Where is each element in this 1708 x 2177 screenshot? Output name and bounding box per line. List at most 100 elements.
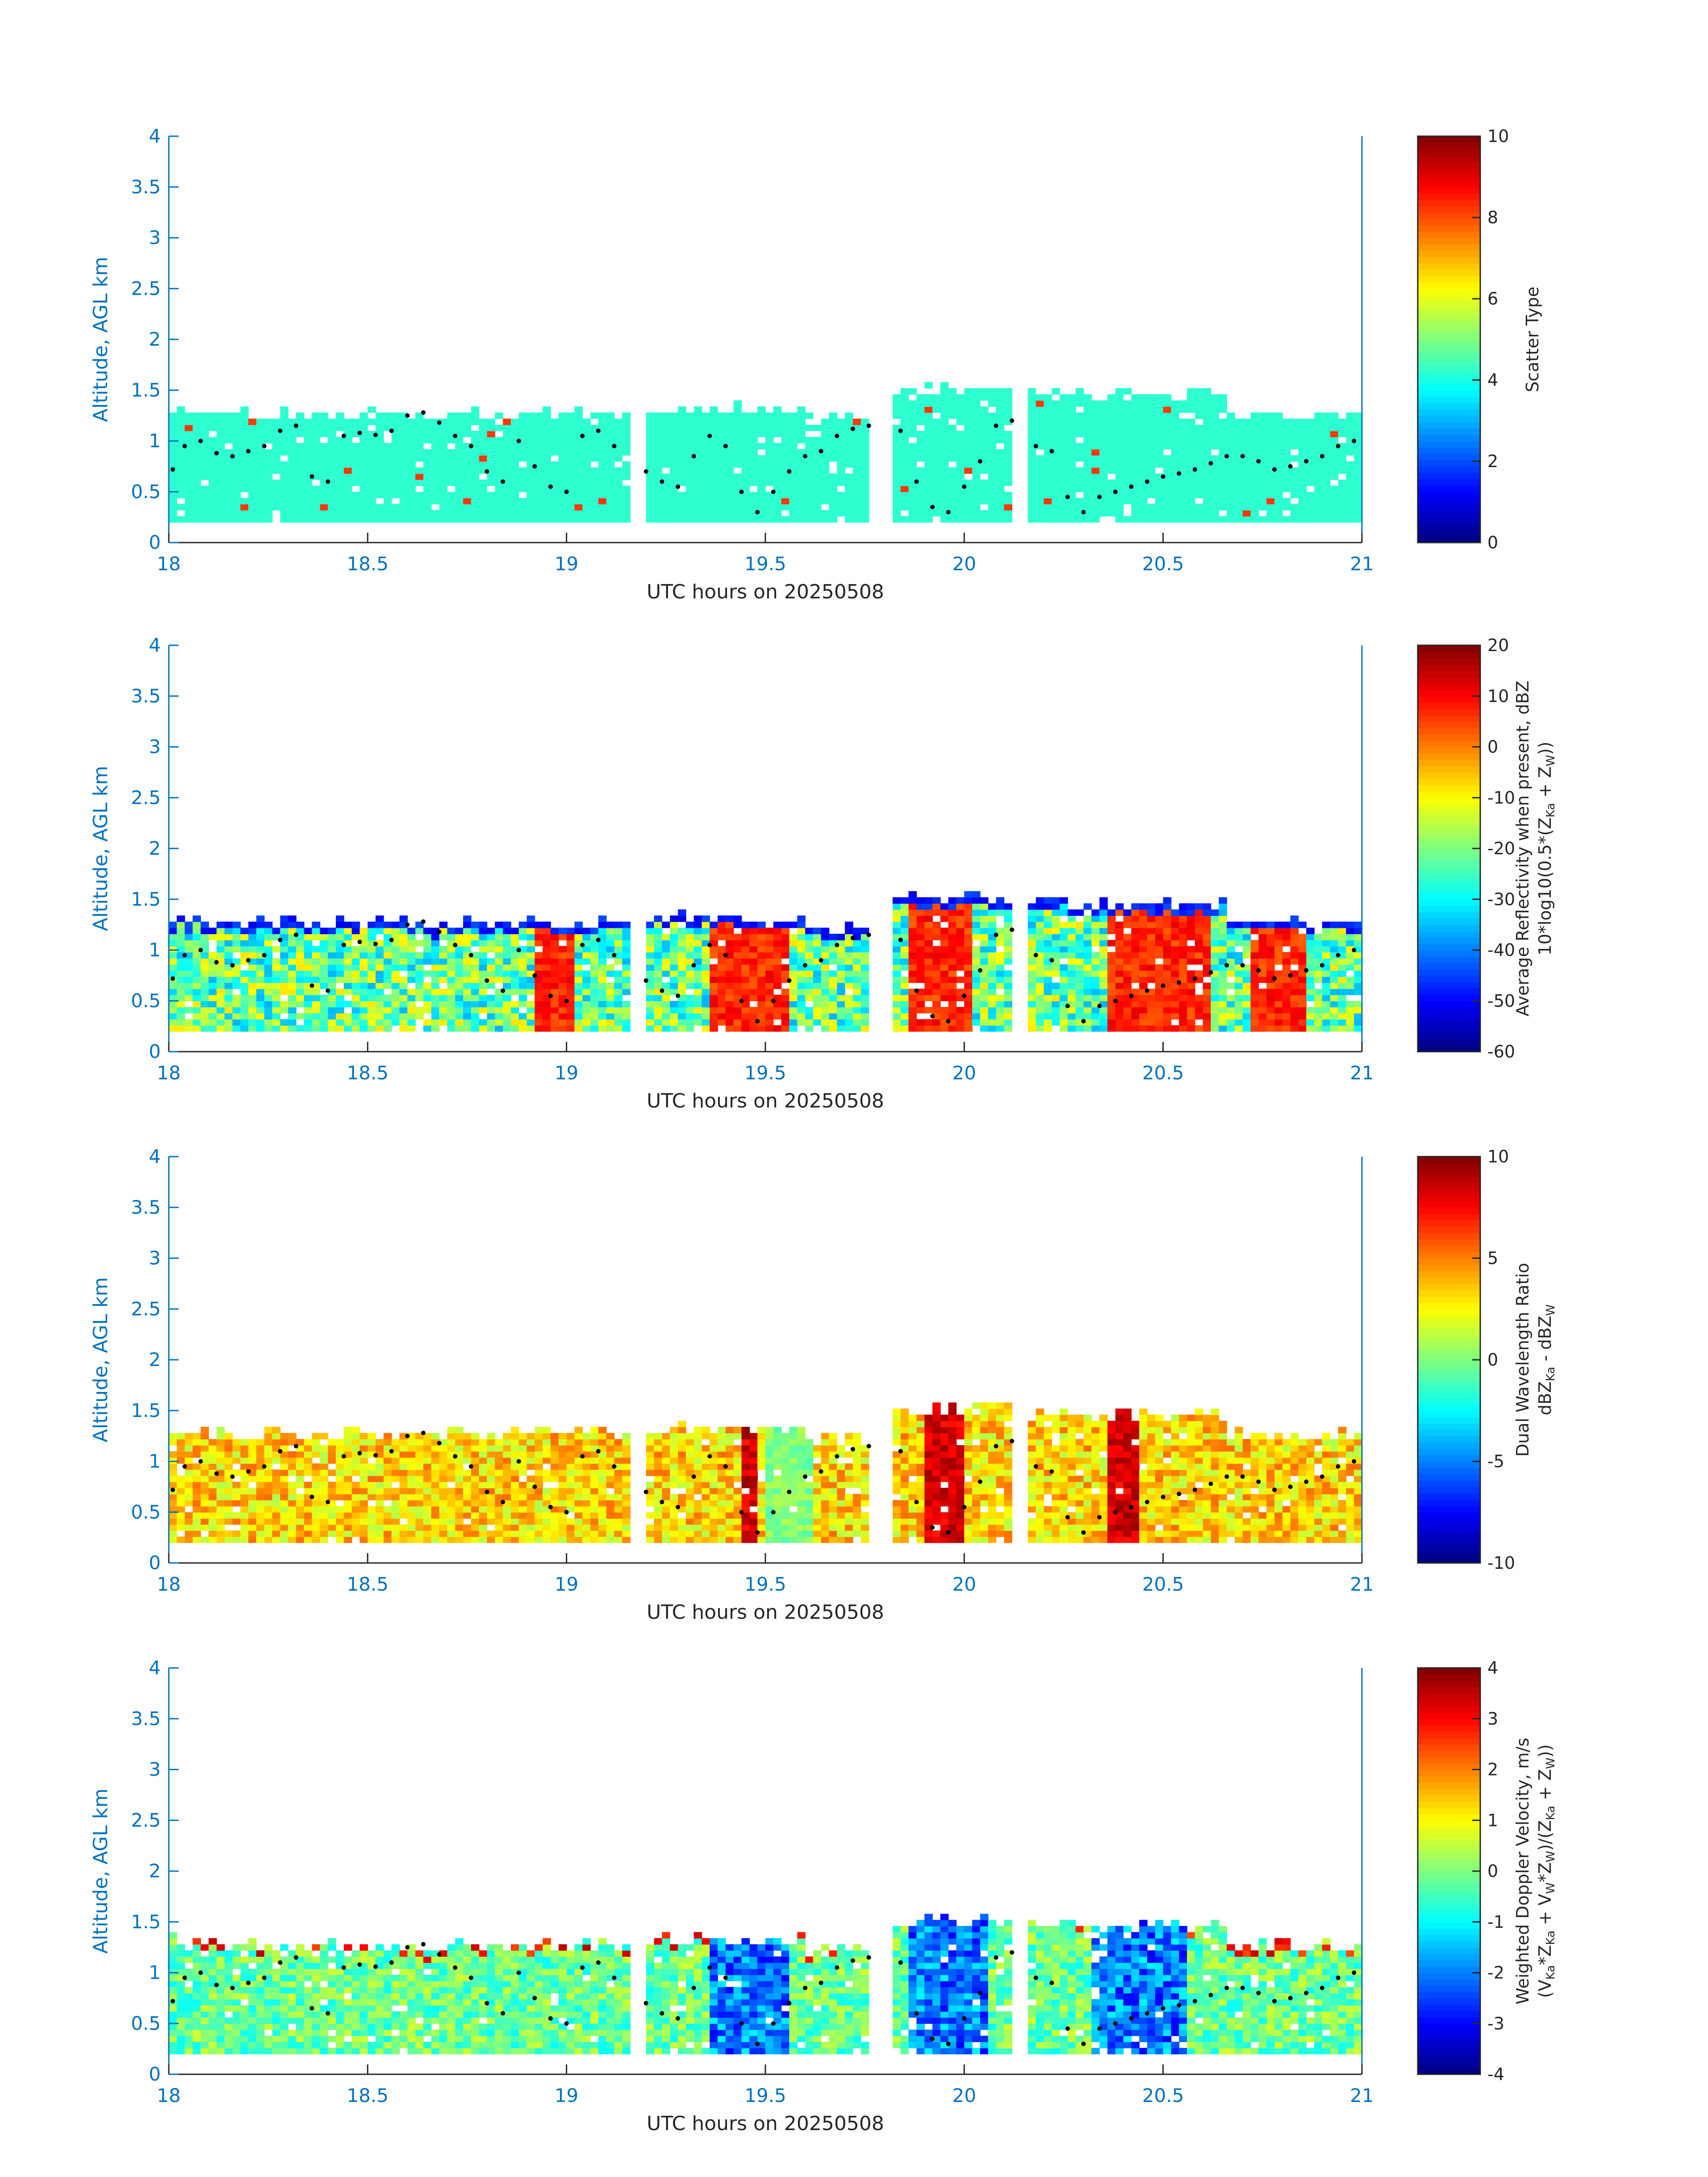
heatmap-cell [646, 964, 655, 971]
heatmap-cell [765, 964, 774, 971]
heatmap-cell [940, 970, 949, 977]
heatmap-cell [1171, 437, 1180, 443]
heatmap-cell [447, 449, 456, 456]
heatmap-cell [852, 1001, 861, 1007]
heatmap-cell [996, 1025, 1005, 1032]
heatmap-cell [407, 970, 416, 977]
heatmap-cell [518, 994, 527, 1002]
heatmap-cell [1139, 982, 1148, 989]
heatmap-cell [1027, 449, 1036, 456]
heatmap-cell [240, 934, 249, 940]
heatmap-cell [598, 430, 607, 438]
heatmap-cell [765, 430, 774, 438]
heatmap-cell [1115, 497, 1124, 505]
heatmap-cell [574, 994, 583, 1002]
heatmap-cell [622, 1013, 631, 1020]
heatmap-cell [1139, 449, 1148, 456]
heatmap-cell [304, 418, 313, 425]
heatmap-cell [940, 485, 949, 493]
heatmap-cell [765, 940, 774, 947]
heatmap-cell [893, 964, 901, 971]
heatmap-cell [1036, 976, 1044, 983]
heatmap-cell [280, 952, 288, 959]
heatmap-cell [606, 455, 615, 462]
heatmap-cell [1314, 425, 1323, 431]
heatmap-cell [526, 1013, 535, 1020]
heatmap-cell [1274, 492, 1283, 498]
heatmap-cell [1115, 461, 1124, 468]
colorbar-step [1418, 295, 1480, 302]
heatmap-cell [376, 928, 384, 934]
heatmap-cell [1235, 467, 1243, 474]
heatmap-cell [447, 1013, 456, 1020]
heatmap-cell [351, 418, 360, 425]
heatmap-cell [511, 940, 519, 947]
heatmap-cell [662, 455, 670, 462]
heatmap-cell [384, 958, 392, 965]
heatmap-cell [176, 492, 185, 498]
heatmap-cell [1274, 449, 1283, 456]
heatmap-cell [256, 425, 265, 431]
heatmap-cell [670, 467, 678, 474]
heatmap-cell [1044, 516, 1052, 523]
heatmap-cell [1115, 455, 1124, 462]
heatmap-cell [192, 940, 201, 947]
heatmap-cell [1187, 1013, 1195, 1020]
heatmap-cell [741, 928, 750, 934]
heatmap-cell [503, 970, 511, 977]
heatmap-cell [1107, 921, 1116, 928]
heatmap-cell [256, 510, 265, 517]
heatmap-cell [1314, 467, 1323, 474]
heatmap-cell [710, 492, 718, 498]
heatmap-cell [1147, 934, 1156, 940]
heatmap-cell [1027, 964, 1036, 971]
heatmap-cell [1346, 418, 1354, 425]
colorbar-step [1418, 530, 1480, 537]
heatmap-cell [391, 480, 400, 486]
heatmap-cell [852, 982, 861, 989]
heatmap-cell [972, 1007, 981, 1014]
heatmap-cell [797, 994, 806, 1002]
heatmap-cell [1298, 480, 1307, 486]
heatmap-cell [1322, 443, 1331, 450]
heatmap-cell [439, 455, 448, 462]
heatmap-cell [439, 1007, 448, 1014]
colorbar-step [1418, 155, 1480, 162]
heatmap-cell [813, 437, 822, 443]
heatmap-cell [479, 964, 488, 971]
heatmap-cell [1052, 1007, 1060, 1014]
heatmap-cell [725, 958, 734, 965]
heatmap-cell [693, 449, 702, 456]
heatmap-cell [431, 443, 440, 450]
colorbar-step [1418, 415, 1480, 422]
heatmap-cell [1322, 485, 1331, 493]
heatmap-cell [988, 952, 997, 959]
heatmap-cell [1163, 406, 1172, 413]
heatmap-cell [280, 958, 288, 965]
heatmap-cell [837, 1025, 845, 1032]
heatmap-cell [646, 443, 655, 450]
heatmap-cell [1044, 418, 1052, 425]
heatmap-cell [1155, 480, 1164, 486]
heatmap-cell [526, 952, 535, 959]
heatmap-cell [725, 412, 734, 419]
heatmap-cell [693, 497, 702, 505]
heatmap-cell [455, 412, 464, 419]
heatmap-cell [535, 940, 543, 947]
heatmap-cell [439, 958, 448, 965]
heatmap-cell [1131, 400, 1140, 407]
heatmap-cell [996, 909, 1005, 916]
heatmap-cell [924, 425, 933, 431]
heatmap-cell [1091, 934, 1100, 940]
heatmap-cell [535, 934, 543, 940]
colorbar-step [1418, 453, 1480, 460]
colorbar-step [1418, 257, 1480, 264]
heatmap-cell [893, 394, 901, 401]
heatmap-cell [1354, 480, 1362, 486]
heatmap-cell [471, 485, 480, 493]
heatmap-cell [1027, 1001, 1036, 1007]
heatmap-cell [415, 455, 424, 462]
heatmap-cell [1179, 946, 1187, 953]
heatmap-cell [328, 940, 336, 947]
